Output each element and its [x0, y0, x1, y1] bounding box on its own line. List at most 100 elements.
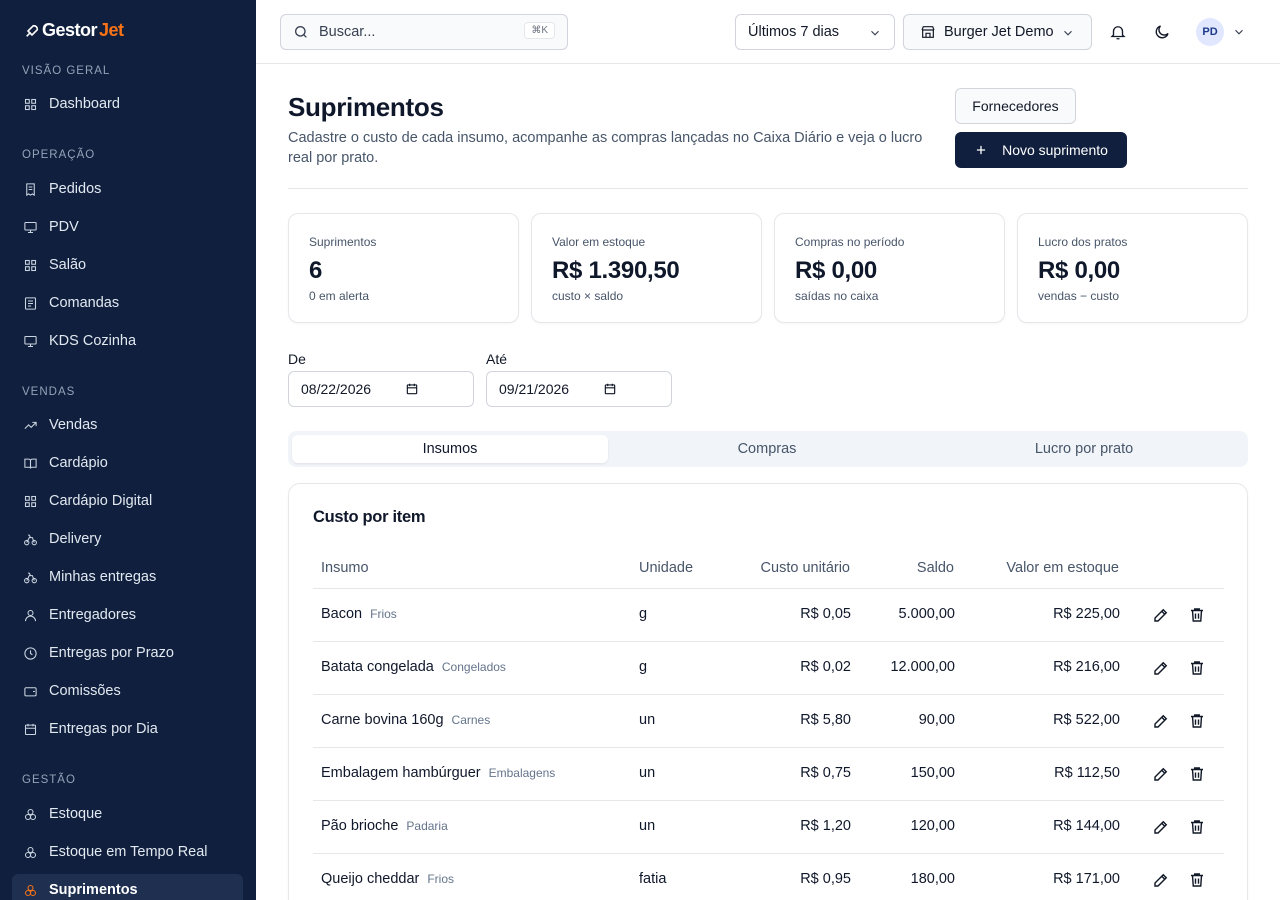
sidebar-item-salao[interactable]: Salão — [12, 249, 243, 281]
edit-button[interactable] — [1152, 871, 1170, 889]
sidebar-item-label: Entregadores — [49, 607, 137, 623]
bike-icon — [23, 570, 38, 585]
stat-label: Valor em estoque — [552, 235, 646, 249]
item-name: Bacon — [321, 606, 363, 622]
tab-insumos[interactable]: Insumos — [292, 435, 608, 463]
from-date-value: 08/22/2026 — [301, 381, 372, 397]
sidebar-item-label: Suprimentos — [49, 882, 138, 898]
cost-table-card: Custo por item Insumo Unidade Custo unit… — [288, 483, 1248, 900]
sidebar-item-cardapio-digital[interactable]: Cardápio Digital — [12, 485, 243, 517]
stat-subtext: vendas − custo — [1038, 289, 1120, 303]
page-subtitle: Cadastre o custo de cada insumo, acompan… — [288, 130, 923, 166]
sidebar-item-label: Cardápio Digital — [49, 493, 153, 509]
bell-icon — [1110, 26, 1126, 40]
sidebar-item-label: Entregas por Dia — [49, 721, 158, 737]
sidebar-item-estoque[interactable]: Estoque — [12, 798, 243, 830]
new-supply-button[interactable]: Novo suprimento — [955, 132, 1127, 168]
sidebar-item-comissoes[interactable]: Comissões — [12, 675, 243, 707]
sidebar-item-label: Minhas entregas — [49, 569, 157, 585]
delete-button[interactable] — [1188, 712, 1206, 730]
stat-subtext: 0 em alerta — [309, 289, 370, 303]
sidebar-item-pdv[interactable]: PDV — [12, 211, 243, 243]
theme-toggle-button[interactable] — [1152, 22, 1172, 42]
chevron-down-icon — [1235, 29, 1243, 35]
trend-icon — [23, 418, 38, 433]
stat-subtext: saídas no caixa — [795, 289, 879, 303]
delete-button[interactable] — [1188, 606, 1206, 624]
stat-card: Compras no período R$ 0,00 saídas no cai… — [774, 213, 1005, 323]
store-select[interactable]: Burger Jet Demo — [903, 14, 1092, 50]
book-icon — [23, 456, 38, 471]
sidebar-item-estoque-em-tempo-real[interactable]: Estoque em Tempo Real — [12, 836, 243, 868]
delete-button[interactable] — [1188, 765, 1206, 783]
avatar[interactable]: PD — [1196, 18, 1224, 46]
sidebar-item-entregas-por-dia[interactable]: Entregas por Dia — [12, 713, 243, 745]
header-divider — [288, 188, 1248, 189]
edit-button[interactable] — [1152, 712, 1170, 730]
table-row: Carne bovina 160g Carnes un R$ 5,80 90,00… — [313, 695, 1224, 748]
edit-button[interactable] — [1152, 818, 1170, 836]
item-stock-value: R$ 171,00 — [1053, 871, 1120, 887]
table-row: Pão brioche Padaria un R$ 1,20 120,00 R$ … — [313, 801, 1224, 854]
sidebar-item-entregadores[interactable]: Entregadores — [12, 599, 243, 631]
delete-button[interactable] — [1188, 659, 1206, 677]
search-shortcut: ⌘K — [524, 22, 555, 39]
suppliers-button[interactable]: Fornecedores — [955, 88, 1076, 124]
from-date-input[interactable]: 08/22/2026 — [288, 371, 474, 407]
bike-icon — [23, 532, 38, 547]
tab-compras[interactable]: Compras — [737, 441, 797, 457]
new-supply-label: Novo suprimento — [1002, 142, 1108, 158]
sidebar-item-comandas[interactable]: Comandas — [12, 287, 243, 319]
logo-text: Gestor — [42, 20, 98, 40]
column-header-cost: Custo unitário — [760, 560, 850, 576]
search-box[interactable]: Buscar... ⌘K — [280, 14, 568, 50]
trash-icon — [1191, 714, 1203, 728]
item-unit-cost: R$ 5,80 — [800, 712, 851, 728]
edit-button[interactable] — [1152, 765, 1170, 783]
sidebar-item-vendas[interactable]: Vendas — [12, 409, 243, 441]
edit-button[interactable] — [1152, 606, 1170, 624]
item-unit: fatia — [639, 871, 667, 887]
item-unit: un — [639, 765, 656, 781]
item-stock-value: R$ 522,00 — [1053, 712, 1120, 728]
sidebar-item-delivery[interactable]: Delivery — [12, 523, 243, 555]
sidebar-item-minhas-entregas[interactable]: Minhas entregas — [12, 561, 243, 593]
item-stock-value: R$ 112,50 — [1054, 765, 1120, 781]
item-unit: g — [639, 659, 648, 675]
item-unit-cost: R$ 0,02 — [800, 659, 851, 675]
item-category: Embalagens — [488, 766, 556, 780]
grid-icon — [23, 494, 38, 509]
notifications-button[interactable] — [1108, 22, 1128, 42]
clock-icon — [23, 646, 38, 661]
sidebar-item-label: Vendas — [49, 417, 98, 433]
sidebar-item-suprimentos[interactable]: Suprimentos — [12, 874, 243, 900]
column-header-balance: Saldo — [916, 560, 954, 576]
plus-icon — [976, 145, 986, 155]
period-select[interactable]: Últimos 7 dias — [735, 14, 895, 50]
sidebar-item-kds-cozinha[interactable]: KDS Cozinha — [12, 325, 243, 357]
sidebar-item-pedidos[interactable]: Pedidos — [12, 173, 243, 205]
item-unit: un — [639, 712, 656, 728]
topbar: Buscar... ⌘K Últimos 7 dias Burger Jet D… — [256, 0, 1280, 64]
sidebar-item-label: Estoque em Tempo Real — [49, 844, 208, 860]
user-menu-toggle[interactable] — [1232, 25, 1246, 39]
item-unit: g — [639, 606, 648, 622]
sidebar-item-cardapio[interactable]: Cardápio — [12, 447, 243, 479]
table-row: Embalagem hambúrguer Embalagens un R$ 0,7… — [313, 748, 1224, 801]
sidebar-item-dashboard[interactable]: Dashboard — [12, 88, 243, 120]
item-name: Queijo cheddar — [321, 871, 420, 887]
sidebar-item-label: Estoque — [49, 806, 103, 822]
delete-button[interactable] — [1188, 871, 1206, 889]
pencil-icon — [1154, 714, 1168, 728]
pencil-icon — [1154, 661, 1168, 675]
grid-icon — [23, 97, 38, 112]
delete-button[interactable] — [1188, 818, 1206, 836]
sidebar-item-entregas-por-prazo[interactable]: Entregas por Prazo — [12, 637, 243, 669]
chevron-down-icon — [871, 30, 879, 36]
to-date-input[interactable]: 09/21/2026 — [486, 371, 672, 407]
stat-card: Valor em estoque R$ 1.390,50 custo × sal… — [531, 213, 762, 323]
edit-button[interactable] — [1152, 659, 1170, 677]
search-input[interactable]: Buscar... — [319, 24, 376, 40]
app-logo[interactable]: Gestor Jet — [24, 20, 124, 41]
tab-lucro-por-prato[interactable]: Lucro por prato — [1034, 441, 1134, 457]
